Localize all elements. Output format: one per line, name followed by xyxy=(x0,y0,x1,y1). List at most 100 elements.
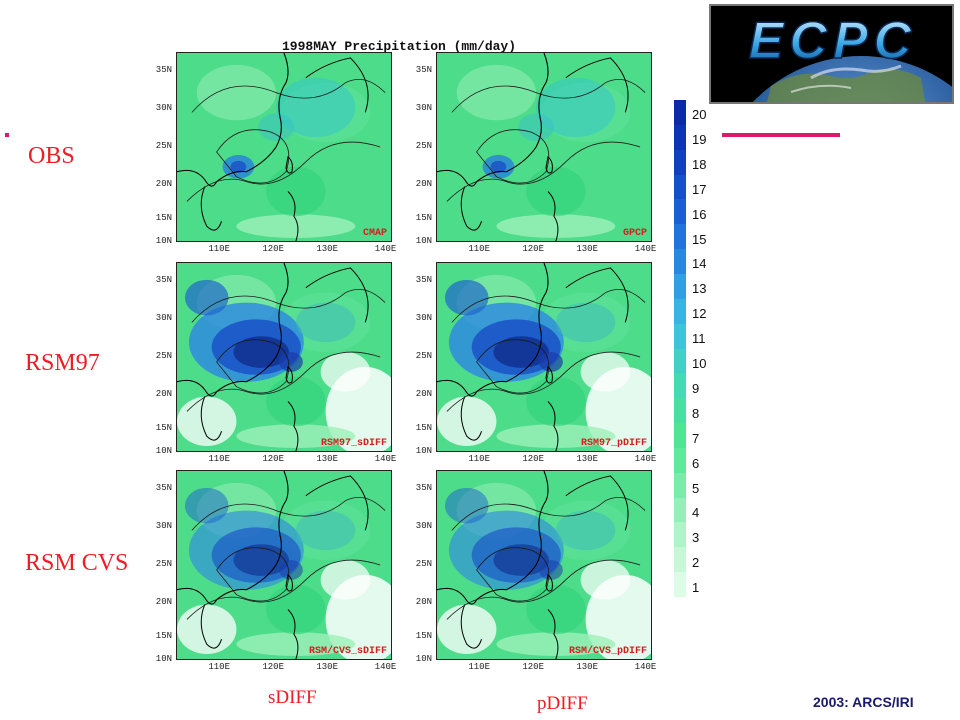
lat-tick-label: 35N xyxy=(155,483,172,493)
lon-tick-label: 140E xyxy=(634,662,657,672)
column-label-pdiff: pDIFF xyxy=(537,693,588,714)
lon-tick-label: 120E xyxy=(262,454,284,464)
lat-tick-label: 35N xyxy=(415,483,432,493)
colorbar-swatch xyxy=(674,323,686,349)
lat-tick-label: 30N xyxy=(155,103,172,113)
row-label-obs: OBS xyxy=(28,143,75,169)
colorbar-label: 17 xyxy=(692,181,707,197)
panel-tag: RSM97_sDIFF xyxy=(320,438,387,449)
credit-text: 2003: ARCS/IRI xyxy=(813,694,914,710)
lat-tick-label: 30N xyxy=(415,521,432,531)
lat-tick-label: 25N xyxy=(155,559,172,569)
colorbar-swatch xyxy=(674,398,686,424)
panel-tag: CMAP xyxy=(362,228,387,239)
lon-tick-label: 120E xyxy=(262,244,284,254)
logo-text: ECPC xyxy=(749,12,917,70)
lon-tick-label: 130E xyxy=(576,244,598,254)
colorbar-swatch xyxy=(674,572,686,598)
column-label-sdiff: sDIFF xyxy=(268,687,317,708)
colorbar-swatch xyxy=(674,174,686,200)
colorbar-label: 14 xyxy=(692,256,707,272)
lat-tick-label: 35N xyxy=(155,65,172,75)
earth-logo-icon: ECPC xyxy=(711,6,952,102)
lon-tick-label: 110E xyxy=(468,454,490,464)
accent-dot xyxy=(5,133,9,137)
lat-tick-label: 15N xyxy=(155,213,172,224)
lat-tick-label: 10N xyxy=(155,236,172,246)
lon-tick-label: 110E xyxy=(468,244,490,254)
lon-tick-label: 140E xyxy=(634,244,657,254)
colorbar-swatch xyxy=(674,348,686,374)
map-panel-0-0: CMAP xyxy=(176,52,392,242)
colorbar-swatch xyxy=(674,522,686,548)
lat-tick-label: 25N xyxy=(155,141,172,151)
colorbar-label: 16 xyxy=(692,206,707,222)
colorbar-label: 7 xyxy=(692,430,700,446)
lat-tick-label: 30N xyxy=(155,313,172,323)
lon-tick-label: 110E xyxy=(208,662,230,672)
colorbar-swatch xyxy=(674,547,686,573)
lat-tick-label: 20N xyxy=(155,389,172,399)
lon-tick-label: 130E xyxy=(316,244,338,254)
colorbar-label: 8 xyxy=(692,405,700,421)
map-panel-2-1: RSM/CVS_pDIFF xyxy=(436,470,652,660)
lon-tick-label: 110E xyxy=(468,662,490,672)
lon-tick-label: 120E xyxy=(262,662,284,672)
colorbar-swatch xyxy=(674,124,686,151)
lat-tick-label: 20N xyxy=(415,597,432,607)
colorbar-swatch xyxy=(674,249,686,275)
lon-tick-label: 120E xyxy=(522,662,544,672)
colorbar-label: 10 xyxy=(692,356,707,371)
lat-tick-label: 20N xyxy=(155,179,172,189)
map-panel-0-1: GPCP xyxy=(436,52,652,242)
lat-tick-label: 25N xyxy=(155,351,172,361)
lat-tick-label: 15N xyxy=(415,423,432,434)
lat-tick-label: 25N xyxy=(415,559,432,569)
colorbar-label: 13 xyxy=(692,281,707,297)
lat-tick-label: 15N xyxy=(155,423,172,434)
lat-tick-label: 35N xyxy=(415,275,432,285)
panel-tag: RSM/CVS_pDIFF xyxy=(568,646,647,657)
colorbar-label: 19 xyxy=(692,131,707,147)
colorbar-swatch xyxy=(674,298,686,325)
colorbar-swatch xyxy=(674,273,686,300)
colorbar-label: 4 xyxy=(692,505,700,521)
colorbar-label: 1 xyxy=(692,580,700,596)
map-panel-1-0: RSM97_sDIFF xyxy=(176,262,392,452)
lon-tick-label: 130E xyxy=(316,454,338,464)
accent-line xyxy=(722,133,840,137)
colorbar-label: 3 xyxy=(692,530,700,546)
colorbar-swatch xyxy=(674,199,686,225)
colorbar-label: 5 xyxy=(692,480,700,496)
lat-tick-label: 20N xyxy=(415,179,432,189)
lon-tick-label: 130E xyxy=(576,662,598,672)
colorbar-swatch xyxy=(674,100,686,126)
lon-tick-label: 140E xyxy=(374,662,397,672)
lat-tick-label: 10N xyxy=(415,236,432,246)
row-label-rsm97: RSM97 xyxy=(25,350,100,376)
lon-tick-label: 120E xyxy=(522,454,544,464)
colorbar-label: 11 xyxy=(692,331,706,347)
panel-tag: RSM97_pDIFF xyxy=(580,438,647,449)
lat-tick-label: 30N xyxy=(415,313,432,323)
lat-tick-label: 20N xyxy=(415,389,432,399)
panel-tag: RSM/CVS_sDIFF xyxy=(308,646,387,657)
lon-tick-label: 140E xyxy=(374,454,397,464)
lon-tick-label: 130E xyxy=(316,662,338,672)
ecpc-logo: ECPC xyxy=(709,4,954,104)
lat-tick-label: 15N xyxy=(155,631,172,642)
lat-tick-label: 30N xyxy=(155,521,172,531)
colorbar-label: 2 xyxy=(692,555,700,571)
lat-tick-label: 25N xyxy=(415,351,432,361)
lat-tick-label: 15N xyxy=(415,213,432,224)
colorbar-swatch xyxy=(674,472,686,499)
colorbar-label: 15 xyxy=(692,231,707,247)
colorbar-label: 6 xyxy=(692,455,700,471)
lat-tick-label: 35N xyxy=(415,65,432,75)
colorbar-swatch xyxy=(674,149,686,176)
lat-tick-label: 35N xyxy=(155,275,172,285)
colorbar-swatch xyxy=(674,373,686,399)
panel-tag: GPCP xyxy=(622,228,647,239)
colorbar-swatch xyxy=(674,224,686,250)
lon-tick-label: 130E xyxy=(576,454,598,464)
